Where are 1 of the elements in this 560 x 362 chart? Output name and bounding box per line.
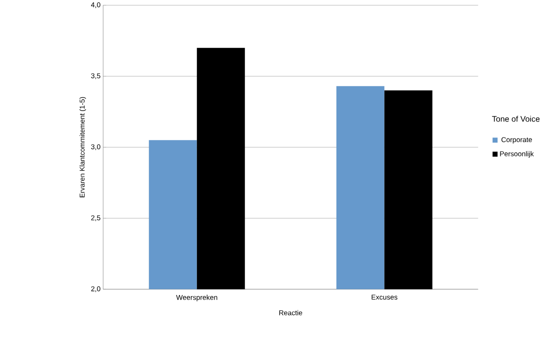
legend-title: Tone of Voice: [492, 116, 540, 122]
